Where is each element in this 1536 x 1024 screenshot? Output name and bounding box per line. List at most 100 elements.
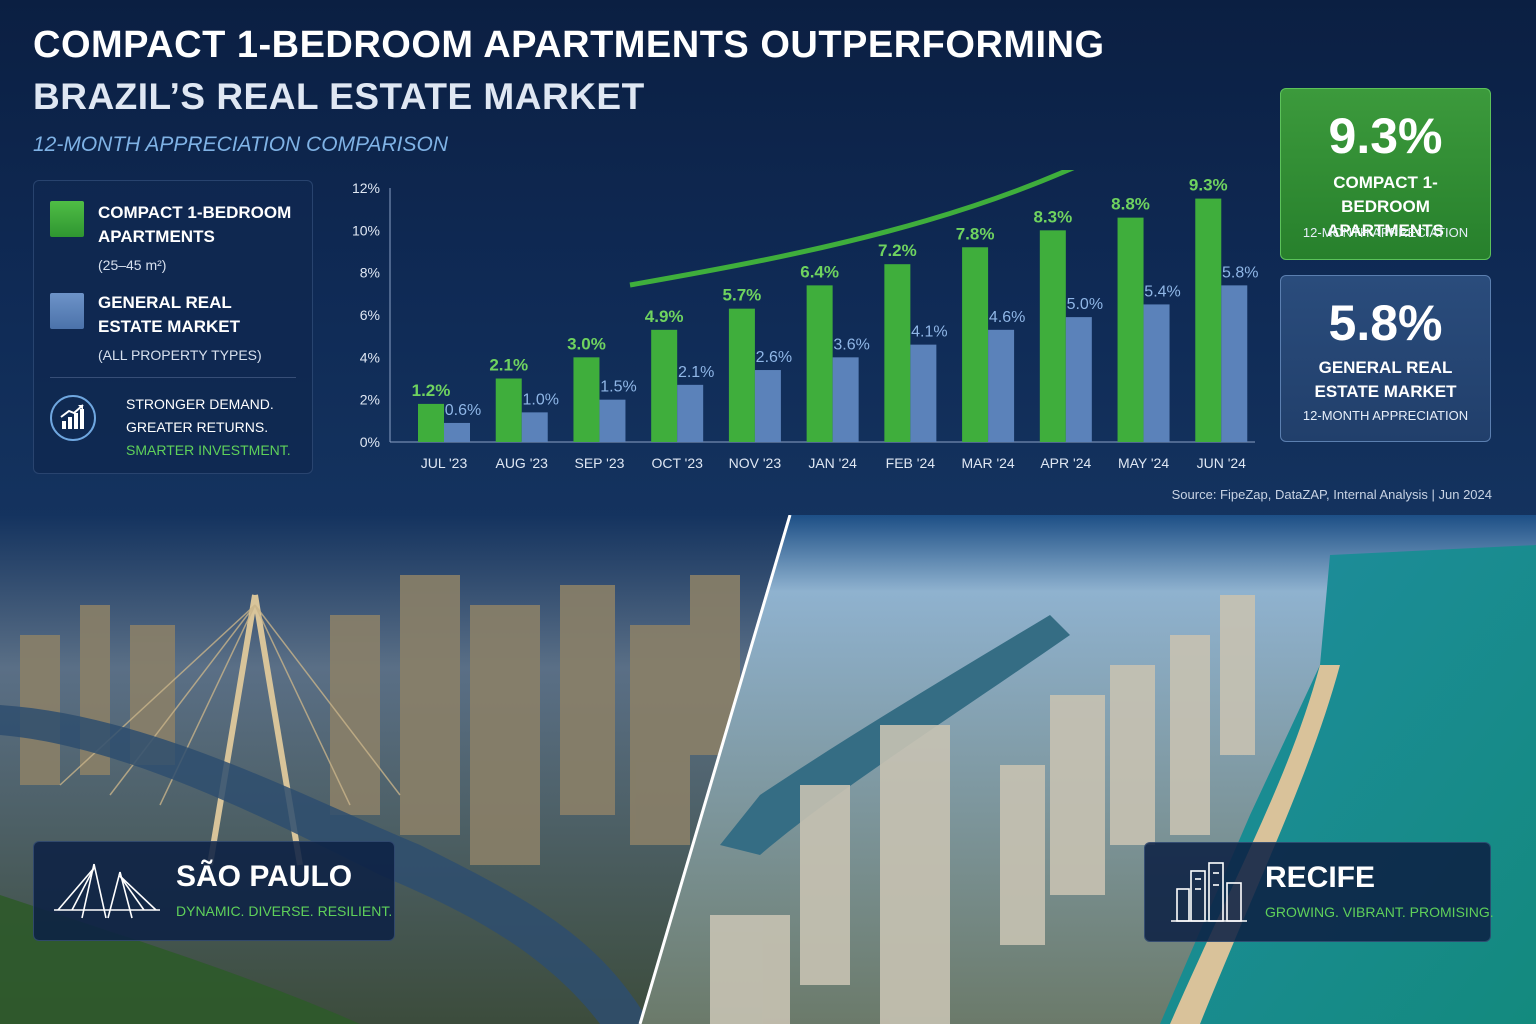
- city-card-recife: RECIFE GROWING. VIBRANT. PROMISING.: [1144, 842, 1494, 942]
- photo-divider: [638, 515, 792, 1024]
- data-label-compact: 9.3%: [1189, 176, 1228, 195]
- tagline-demand: STRONGER DEMAND.: [126, 396, 274, 412]
- data-label-general: 5.0%: [1067, 296, 1103, 313]
- city-photo-illustration: [0, 515, 1536, 1024]
- legend-label-general: GENERAL REAL ESTATE MARKET: [98, 293, 240, 336]
- data-label-general: 2.1%: [678, 364, 714, 381]
- bar-compact: [728, 308, 755, 442]
- legend-swatch-general: [50, 293, 84, 329]
- data-label-general: 2.6%: [756, 349, 792, 366]
- y-tick-label: 2%: [360, 392, 380, 408]
- y-tick-label: 4%: [360, 349, 380, 365]
- data-label-compact: 1.2%: [412, 381, 451, 400]
- page-title-line-2: BRAZIL’S REAL ESTATE MARKET: [33, 76, 645, 117]
- data-label-compact: 6.4%: [800, 262, 839, 281]
- x-tick-label: FEB '24: [886, 455, 936, 471]
- data-label-compact: 3.0%: [567, 334, 606, 353]
- data-label-compact: 7.8%: [956, 224, 995, 243]
- data-label-compact: 7.2%: [878, 241, 917, 260]
- city-card-sao-paulo: SÃO PAULO DYNAMIC. DIVERSE. RESILIENT.: [33, 841, 395, 941]
- bar-compact: [884, 264, 911, 442]
- tagline-investment: SMARTER INVESTMENT.: [126, 442, 291, 458]
- legend-divider: [50, 377, 296, 378]
- stat-card-general: 5.8% GENERAL REAL ESTATE MARKET 12-MONTH…: [1280, 275, 1491, 442]
- data-label-compact: 2.1%: [489, 356, 528, 375]
- bar-general: [1143, 304, 1170, 442]
- chart-subtitle: 12-MONTH APPRECIATION COMPARISON: [33, 133, 448, 156]
- bar-general: [599, 399, 626, 442]
- growth-chart-icon: [50, 395, 96, 441]
- legend-label-compact: COMPACT 1-BEDROOM APARTMENTS: [98, 203, 292, 246]
- y-tick-label: 8%: [360, 265, 380, 281]
- data-label-general: 4.1%: [911, 324, 947, 341]
- data-label-general: 1.5%: [600, 379, 636, 396]
- bar-general: [1065, 317, 1092, 442]
- data-label-compact: 8.3%: [1033, 207, 1072, 226]
- chart-legend: COMPACT 1-BEDROOM APARTMENTS (25–45 m²) …: [33, 180, 313, 474]
- bar-general: [444, 422, 470, 442]
- bar-general: [754, 370, 781, 442]
- bar-general: [1221, 285, 1248, 442]
- city-tagline-recife: GROWING. VIBRANT. PROMISING.: [1265, 904, 1494, 920]
- trend-arrow: [629, 170, 1075, 288]
- bar-general: [988, 329, 1015, 442]
- x-tick-label: SEP '23: [575, 455, 625, 471]
- x-tick-label: JAN '24: [808, 455, 857, 471]
- bar-compact: [1117, 217, 1144, 442]
- city-name-sao-paulo: SÃO PAULO: [176, 860, 353, 893]
- data-label-general: 1.0%: [522, 391, 558, 408]
- stat-sub-compact: 12-MONTH APPRECIATION: [1302, 225, 1469, 240]
- y-tick-label: 6%: [360, 307, 380, 323]
- x-tick-label: MAY '24: [1118, 455, 1169, 471]
- bar-compact: [806, 285, 833, 442]
- bar-compact: [1195, 198, 1222, 442]
- stat-value-general: 5.8%: [1328, 295, 1443, 351]
- data-label-general: 5.8%: [1222, 264, 1258, 281]
- stat-sub-general: 12-MONTH APPRECIATION: [1302, 408, 1469, 423]
- legend-note-compact: (25–45 m²): [98, 257, 167, 273]
- bar-general: [521, 412, 548, 442]
- stat-label-general: GENERAL REAL ESTATE MARKET: [1314, 358, 1457, 401]
- bar-compact: [495, 378, 522, 442]
- x-tick-label: OCT '23: [651, 455, 703, 471]
- stat-value-compact: 9.3%: [1328, 108, 1443, 164]
- legend-note-general: (ALL PROPERTY TYPES): [98, 347, 262, 363]
- appreciation-bar-chart: 0% 2% 4% 6% 8% 10% 12% 1.2% 0.6% JUL '23 2.1% 1.0% A…: [330, 170, 1270, 480]
- bar-compact: [1039, 230, 1066, 442]
- page-title: COMPACT 1-BEDROOM APARTMENTS OUTPERFORMI…: [33, 24, 1105, 66]
- x-tick-label: JUN '24: [1197, 455, 1247, 471]
- skyline-icon: [1171, 862, 1247, 922]
- y-tick-label: 0%: [360, 434, 380, 450]
- data-label-general: 5.4%: [1144, 283, 1180, 300]
- city-tagline-sao-paulo: DYNAMIC. DIVERSE. RESILIENT.: [176, 903, 393, 919]
- data-label-compact: 8.8%: [1111, 195, 1150, 214]
- y-tick-label: 12%: [352, 180, 380, 196]
- bar-compact: [962, 247, 989, 442]
- x-tick-label: APR '24: [1040, 455, 1091, 471]
- x-tick-label: NOV '23: [729, 455, 782, 471]
- bar-compact: [418, 403, 444, 442]
- y-tick-label: 10%: [352, 222, 380, 238]
- city-photos: [0, 515, 1536, 1024]
- bar-general: [832, 357, 859, 442]
- data-label-general: 4.6%: [989, 309, 1025, 326]
- legend-swatch-compact: [50, 201, 84, 237]
- city-name-recife: RECIFE: [1265, 861, 1376, 894]
- pinheiros-river: [0, 705, 650, 1024]
- tagline-returns: GREATER RETURNS.: [126, 419, 269, 435]
- source-note: Source: FipeZap, DataZAP, Internal Analy…: [1171, 487, 1492, 502]
- bar-general: [910, 344, 937, 442]
- data-label-compact: 4.9%: [645, 307, 684, 326]
- stat-card-compact: 9.3% COMPACT 1-BEDROOM APARTMENTS 12-MON…: [1280, 88, 1491, 260]
- bridge-icon: [54, 863, 160, 919]
- bar-compact: [651, 329, 678, 442]
- bar-general: [677, 384, 704, 442]
- recife-buildings: [710, 595, 1255, 1024]
- chart-canvas: 0% 2% 4% 6% 8% 10% 12% 1.2% 0.6% JUL '23 2.1% 1.0% A…: [352, 170, 1259, 471]
- data-label-general: 0.6%: [445, 402, 481, 419]
- x-tick-label: JUL '23: [421, 455, 468, 471]
- bar-compact: [573, 357, 600, 442]
- stat-label-compact: COMPACT 1-BEDROOM APARTMENTS: [1327, 173, 1444, 240]
- data-label-general: 3.6%: [833, 336, 869, 353]
- x-tick-label: AUG '23: [495, 455, 548, 471]
